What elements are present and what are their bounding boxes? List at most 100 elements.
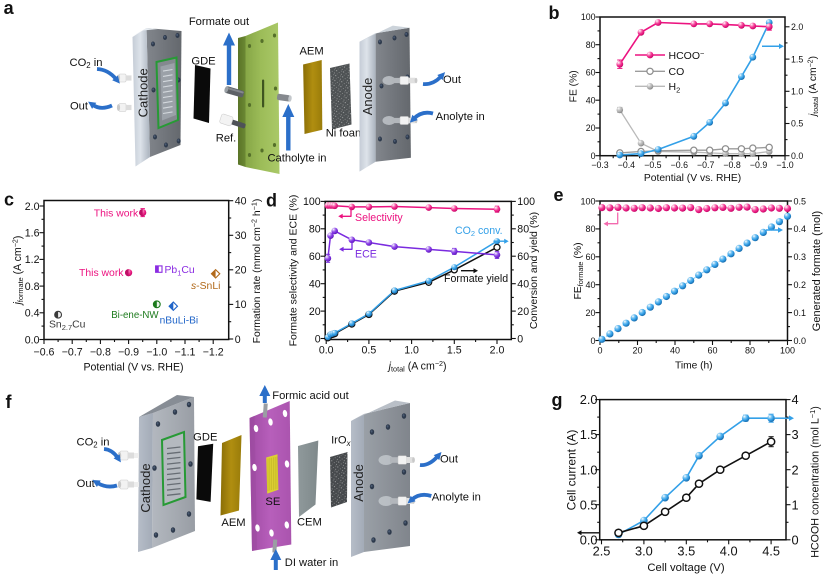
svg-text:b: b	[549, 3, 560, 23]
svg-text:20: 20	[517, 306, 529, 318]
svg-text:This work: This work	[94, 208, 139, 219]
svg-text:2: 2	[792, 462, 799, 477]
svg-text:−0.8: −0.8	[90, 346, 111, 358]
svg-text:80: 80	[517, 224, 529, 236]
svg-text:Anode: Anode	[360, 78, 375, 116]
svg-text:Formate yield: Formate yield	[444, 273, 508, 285]
svg-text:1.0: 1.0	[404, 344, 419, 356]
svg-text:100: 100	[303, 196, 321, 208]
svg-text:40: 40	[309, 279, 321, 291]
svg-text:40: 40	[670, 346, 680, 356]
svg-text:Potential (V vs. RHE): Potential (V vs. RHE)	[644, 173, 741, 184]
svg-text:Formate selectivity and ECE (%: Formate selectivity and ECE (%)	[288, 195, 300, 347]
svg-text:0.0: 0.0	[580, 532, 598, 547]
svg-text:4.0: 4.0	[720, 543, 738, 558]
svg-text:−1.2: −1.2	[203, 346, 224, 358]
svg-text:ECE: ECE	[355, 248, 377, 260]
svg-text:AEM: AEM	[221, 517, 245, 529]
svg-text:f: f	[6, 392, 13, 412]
svg-text:100: 100	[581, 12, 596, 22]
svg-text:GDE: GDE	[191, 55, 215, 67]
svg-text:0: 0	[597, 346, 602, 356]
svg-text:1.5: 1.5	[447, 344, 462, 356]
svg-text:0.5: 0.5	[362, 344, 377, 356]
svg-text:Out: Out	[77, 478, 96, 490]
svg-text:1.5: 1.5	[791, 54, 803, 64]
svg-text:1.2: 1.2	[25, 254, 40, 266]
svg-text:−0.7: −0.7	[697, 160, 714, 170]
svg-text:d: d	[266, 191, 277, 211]
svg-text:FEformate​ (%): FEformate​ (%)	[573, 242, 585, 299]
svg-text:Cell voltage (V): Cell voltage (V)	[647, 562, 724, 574]
svg-text:4.5: 4.5	[762, 543, 780, 558]
svg-text:0.0: 0.0	[791, 151, 803, 161]
svg-text:3: 3	[792, 427, 799, 442]
svg-text:CO: CO	[669, 66, 685, 78]
svg-text:2.0: 2.0	[580, 392, 598, 407]
svg-text:0.4: 0.4	[794, 224, 807, 234]
svg-text:0.5: 0.5	[791, 119, 803, 129]
svg-text:80: 80	[745, 346, 755, 356]
svg-text:DI water in: DI water in	[285, 557, 338, 569]
svg-text:s-SnLi: s-SnLi	[191, 281, 220, 292]
svg-text:Generated formate (mol): Generated formate (mol)	[811, 211, 823, 331]
svg-text:60: 60	[517, 251, 529, 263]
svg-text:Ref.: Ref.	[216, 132, 237, 144]
svg-text:Bi-ene-NW: Bi-ene-NW	[111, 310, 159, 321]
svg-text:−0.8: −0.8	[723, 160, 740, 170]
svg-text:0.1: 0.1	[794, 308, 807, 318]
svg-text:1: 1	[792, 497, 799, 512]
svg-text:0.0: 0.0	[25, 334, 40, 346]
svg-text:Out: Out	[70, 100, 89, 112]
svg-text:2.0: 2.0	[25, 201, 40, 213]
svg-text:Formic acid out: Formic acid out	[272, 390, 349, 402]
svg-text:20: 20	[585, 308, 595, 318]
svg-text:1.6: 1.6	[25, 228, 40, 240]
svg-text:Anolyte in: Anolyte in	[436, 111, 485, 123]
svg-text:−0.3: −0.3	[591, 160, 608, 170]
svg-text:Selectivity: Selectivity	[355, 212, 403, 224]
svg-text:3.5: 3.5	[677, 543, 695, 558]
svg-text:10: 10	[235, 299, 247, 311]
svg-text:80: 80	[586, 40, 596, 50]
svg-text:Sn2.7​Cu: Sn2.7​Cu	[49, 319, 86, 331]
svg-text:H2​: H2​	[669, 81, 681, 94]
svg-text:40: 40	[517, 279, 529, 291]
svg-text:−0.9: −0.9	[750, 160, 767, 170]
svg-text:Cathode: Cathode	[138, 463, 153, 512]
svg-text:−1.1: −1.1	[175, 346, 196, 358]
svg-text:CEM: CEM	[297, 517, 322, 529]
svg-text:CO2​ conv.: CO2​ conv.	[455, 225, 503, 238]
svg-text:Conversion and yield (%): Conversion and yield (%)	[528, 212, 540, 329]
svg-text:Cell current (A): Cell current (A)	[565, 430, 579, 511]
svg-text:−1.0: −1.0	[776, 160, 793, 170]
svg-text:−1.0: −1.0	[146, 346, 167, 358]
svg-text:60: 60	[309, 251, 321, 263]
svg-text:100: 100	[517, 196, 535, 208]
svg-text:Out: Out	[443, 74, 462, 86]
svg-text:3.0: 3.0	[635, 543, 653, 558]
svg-text:40: 40	[586, 95, 596, 105]
svg-text:−0.6: −0.6	[671, 160, 688, 170]
svg-text:80: 80	[309, 224, 321, 236]
svg-text:100: 100	[580, 196, 595, 206]
svg-text:0: 0	[235, 334, 241, 346]
svg-text:Out: Out	[440, 454, 459, 466]
svg-text:0.8: 0.8	[25, 281, 40, 293]
svg-text:Anode: Anode	[351, 464, 366, 502]
svg-text:0: 0	[591, 151, 596, 161]
svg-text:nBuLi-Bi: nBuLi-Bi	[160, 316, 199, 327]
svg-text:80: 80	[585, 224, 595, 234]
svg-text:Ni foam: Ni foam	[326, 128, 365, 140]
svg-text:2.5: 2.5	[593, 543, 611, 558]
svg-text:40: 40	[235, 196, 247, 208]
svg-text:−0.9: −0.9	[118, 346, 139, 358]
svg-text:a: a	[4, 0, 15, 18]
svg-text:Time (h): Time (h)	[675, 361, 713, 372]
svg-text:0: 0	[792, 532, 799, 547]
svg-text:HCOOH concentration (mol L−1​): HCOOH concentration (mol L−1​)	[808, 406, 822, 558]
svg-text:Catholyte in: Catholyte in	[267, 153, 326, 165]
svg-text:30: 30	[235, 230, 247, 242]
svg-text:2.0: 2.0	[490, 344, 505, 356]
svg-text:0: 0	[590, 336, 595, 346]
